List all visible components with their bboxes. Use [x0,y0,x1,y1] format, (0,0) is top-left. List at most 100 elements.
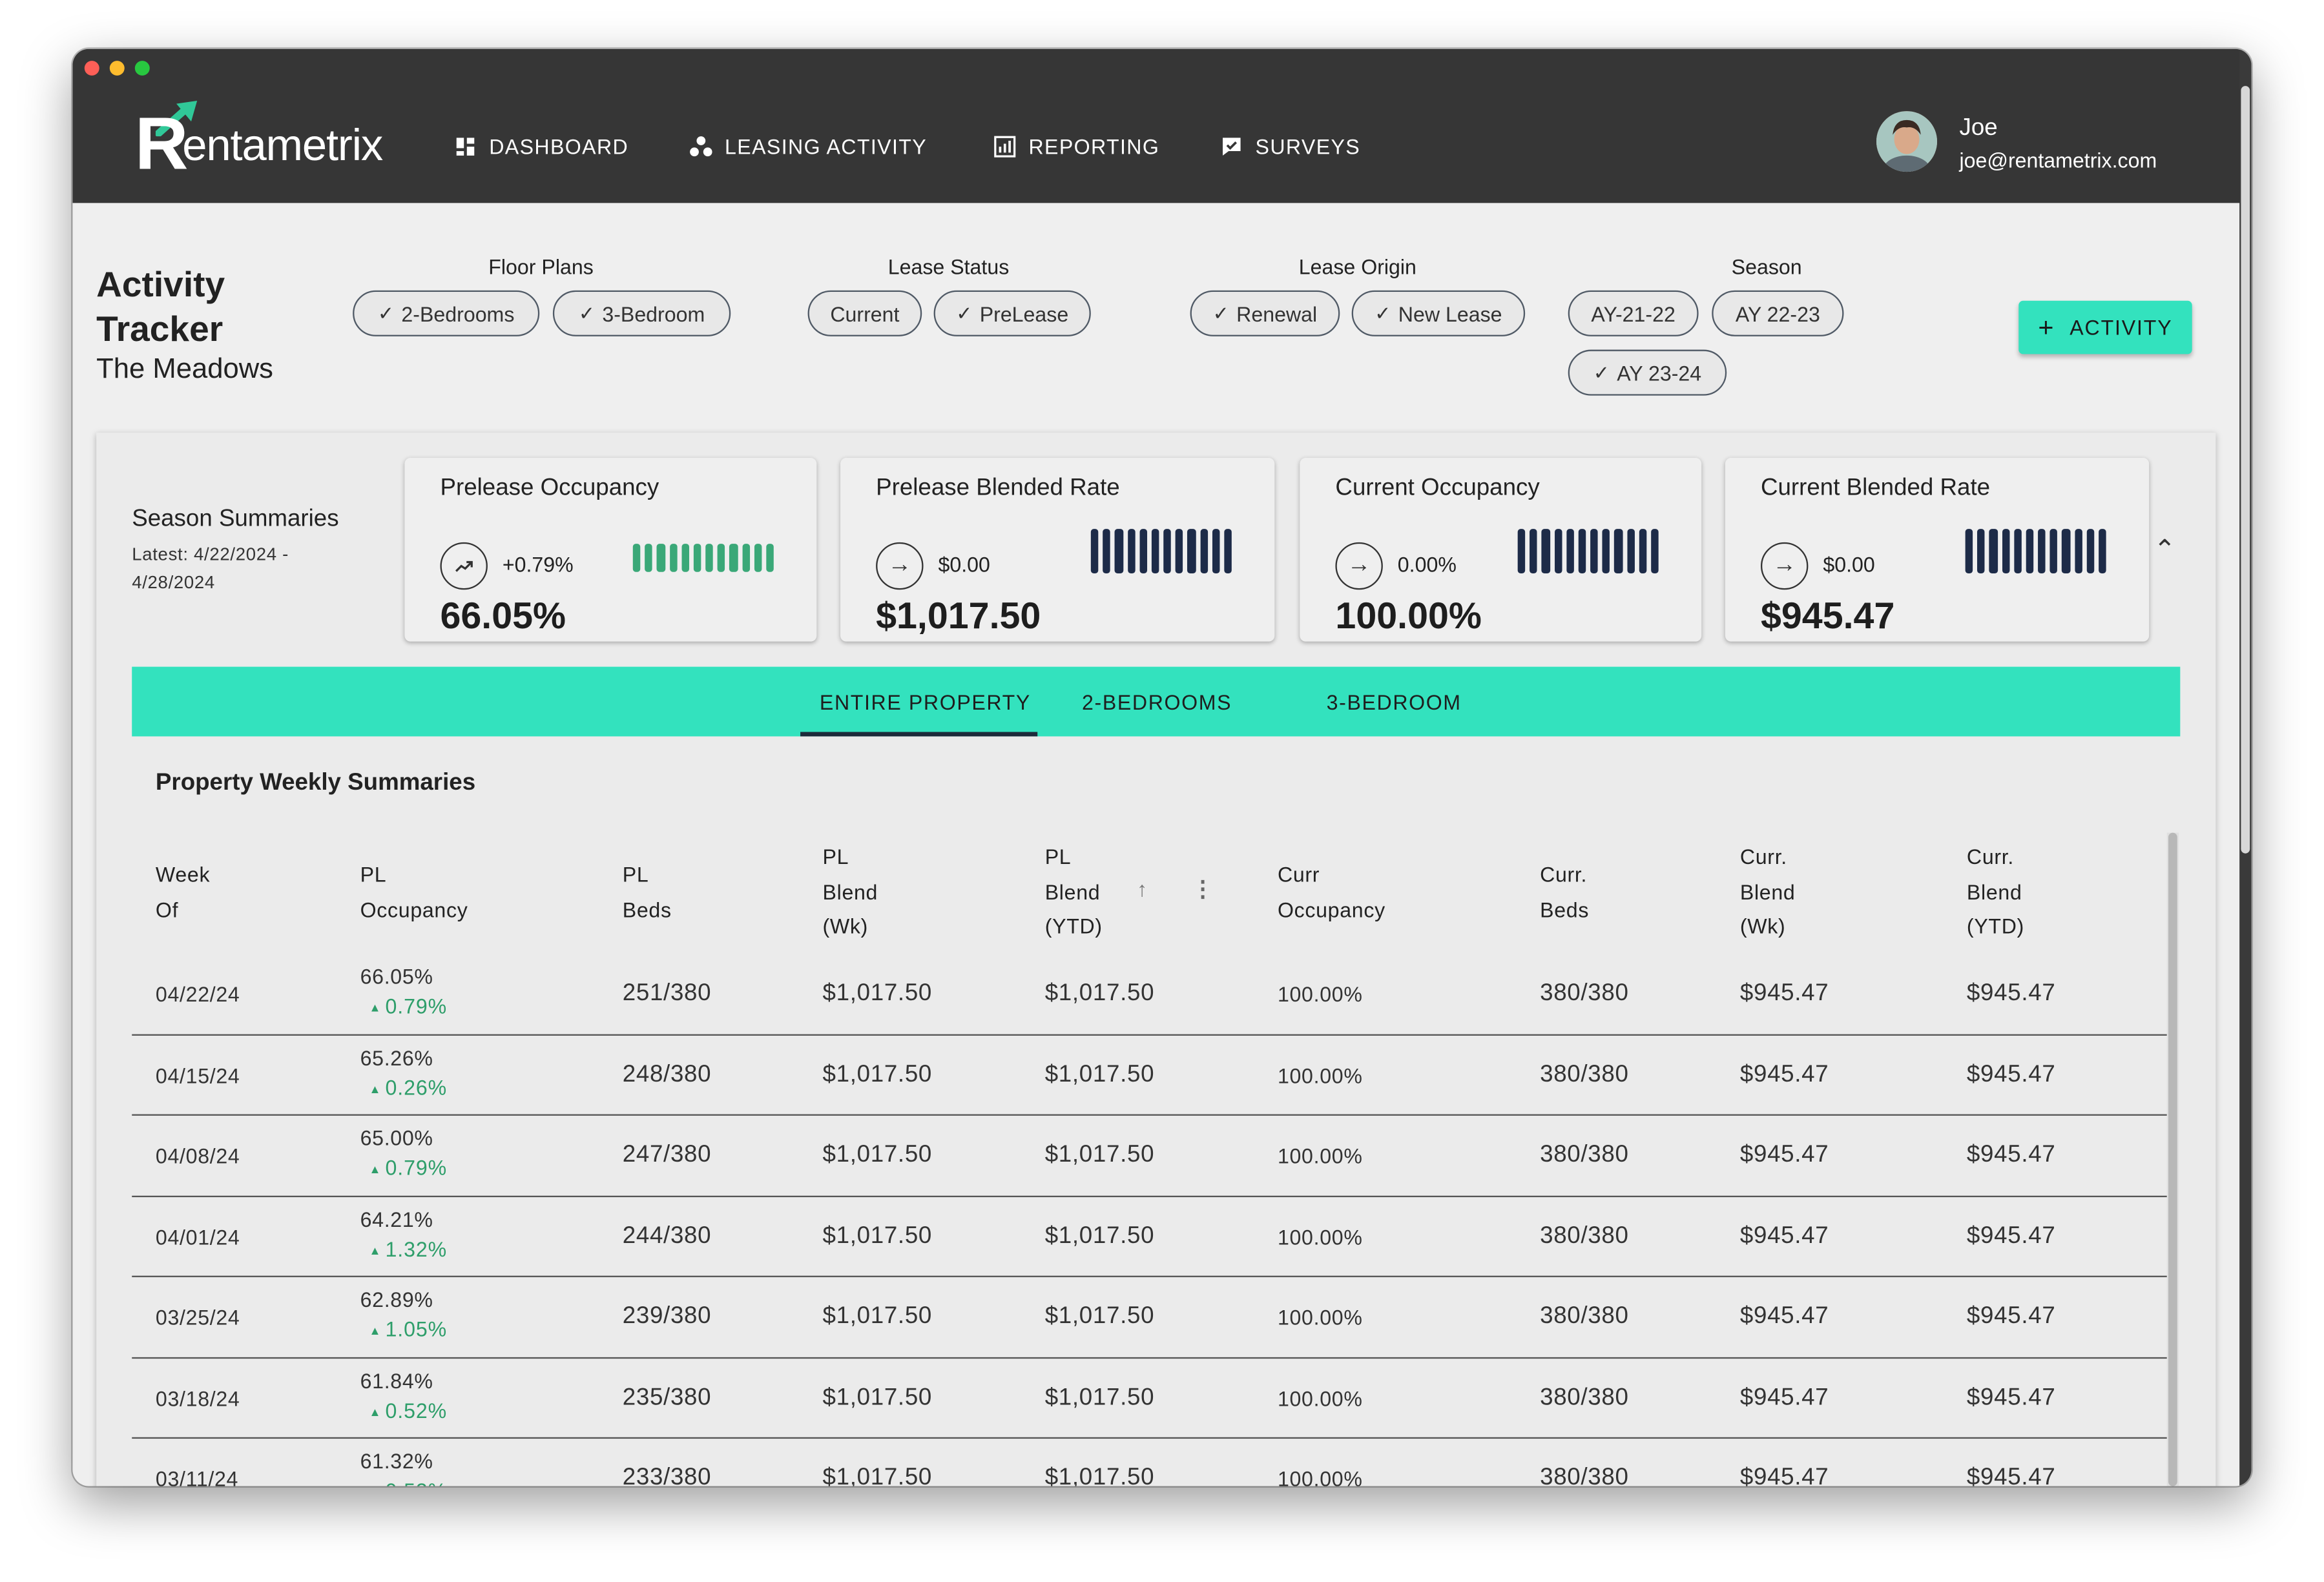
column-header-line[interactable]: PL [622,862,649,887]
column-header-line[interactable]: PL [822,844,849,868]
triangle-up-icon: ▲ [369,1001,386,1015]
curr-blend-wk-cell: $945.47 [1739,1142,1829,1168]
curr-blend-ytd-cell: $945.47 [1966,1384,2056,1410]
chip-new-lease[interactable]: ✓ New Lease [1351,290,1526,336]
table-row[interactable] [132,954,2168,1035]
column-header-line[interactable]: Occupancy [360,897,468,921]
pl-blend-ytd-cell: $1,017.50 [1044,981,1155,1007]
column-menu-icon[interactable]: ⋮ [1191,877,1214,903]
nav-leasing-activity[interactable]: LEASING ACTIVITY [689,132,927,161]
column-header-line[interactable]: Curr. [1966,844,2015,868]
chip-renewal[interactable]: ✓ Renewal [1190,290,1340,336]
curr-occ-cell: 100.00% [1277,982,1363,1007]
tab-3-bedroom[interactable]: 3-BEDROOM [1326,690,1462,714]
page-subtitle: The Meadows [96,354,273,385]
table-row[interactable] [132,1035,2168,1116]
chip-label: AY-21-22 [1591,301,1676,325]
table-row[interactable] [132,1197,2168,1277]
tab-entire-property[interactable]: ENTIRE PROPERTY [819,690,1031,714]
sparkline-bar [1977,529,1986,574]
tab-2-bedrooms[interactable]: 2-BEDROOMS [1082,690,1232,714]
plus-icon: + [2038,312,2055,342]
column-header-line[interactable]: Of [155,897,179,921]
pl-occupancy-cell: 61.84% [360,1368,433,1392]
nav-reporting[interactable]: REPORTING [993,132,1159,161]
sparkline-bar [1103,529,1111,574]
table-scrollbar-thumb[interactable] [2168,832,2177,1486]
column-header-line[interactable]: Curr. [1739,844,1787,868]
trending-up-icon [440,542,488,590]
column-header-line[interactable]: PL [360,862,387,887]
column-header-line[interactable]: Week [155,862,211,887]
chip-ay-23-24[interactable]: ✓ AY 23-24 [1568,349,1727,396]
window-zoom-button[interactable] [134,61,150,76]
card-title: Prelease Blended Rate [876,475,1120,501]
pl-beds-cell: 247/380 [622,1142,712,1168]
page-scrollbar-thumb[interactable] [2241,86,2250,854]
delta-value: 1.32% [385,1236,448,1260]
nav-surveys[interactable]: SURVEYS [1219,132,1360,161]
table-row[interactable] [132,1358,2168,1439]
pl-blend-wk-cell: $1,017.50 [822,1062,933,1087]
sparkline-bar [1223,529,1232,574]
chip-current[interactable]: Current [807,290,922,336]
curr-blend-wk-cell: $945.47 [1739,1384,1829,1410]
column-header-line[interactable]: Blend [822,879,878,903]
chip-label: 2-Bedrooms [401,301,515,325]
column-header-line[interactable]: Curr [1277,862,1320,887]
column-header-line[interactable]: (YTD) [1044,914,1103,938]
table-row[interactable] [132,1277,2168,1359]
curr-blend-ytd-cell: $945.47 [1966,981,2056,1007]
chip-ay-21-22[interactable]: AY-21-22 [1568,290,1699,336]
chip-ay-22-23[interactable]: AY 22-23 [1712,290,1844,336]
sparkline-bar [1965,529,1973,574]
app-logo[interactable]: R entametrix [135,98,402,183]
column-header-line[interactable]: Blend [1739,879,1796,903]
sparkline-bar [2098,529,2106,574]
pl-beds-cell: 239/380 [622,1304,712,1330]
add-activity-button[interactable]: + ACTIVITY [2018,300,2192,354]
user-avatar[interactable] [1876,111,1938,172]
card-value: 66.05% [440,595,566,637]
table-row[interactable] [132,1116,2168,1197]
column-header-line[interactable]: Blend [1044,879,1101,903]
pl-blend-ytd-cell: $1,017.50 [1044,1142,1155,1168]
logo-initial: R [134,102,189,185]
nav-dashboard[interactable]: DASHBOARD [453,132,628,161]
card-title: Current Blended Rate [1760,475,1991,501]
pl-blend-wk-cell: $1,017.50 [822,981,933,1007]
people-icon [690,136,712,157]
collapse-chevron-up-icon[interactable]: ⌃ [2153,535,2176,565]
column-header-line[interactable]: Beds [622,897,672,921]
card-title: Current Occupancy [1335,475,1540,501]
chip-label: AY 23-24 [1617,360,1702,385]
column-header-line[interactable]: (YTD) [1966,914,2025,938]
pl-occupancy-delta: ▲ 1.05% [369,1317,447,1341]
column-header-line[interactable]: Curr. [1540,862,1588,887]
delta-value: 0.79% [385,994,448,1018]
sparkline-bar [717,544,726,572]
sort-arrow-up-icon[interactable]: ↑ [1136,877,1148,901]
column-header-line[interactable]: Blend [1966,879,2022,903]
card-title: Prelease Occupancy [440,475,659,501]
floorplan-tabs: ENTIRE PROPERTY 2-BEDROOMS 3-BEDROOM [132,666,2181,737]
curr-occ-cell: 100.00% [1277,1063,1363,1087]
chip-2-bedrooms[interactable]: ✓ 2-Bedrooms [353,290,540,336]
chip-label: Current [830,301,900,325]
delta-value: 0.79% [385,1155,448,1180]
week-cell: 03/18/24 [155,1386,240,1410]
column-header-line[interactable]: Beds [1540,897,1590,921]
sparkline-bar [1530,529,1538,574]
pl-occupancy-delta: ▲ 0.79% [369,1156,447,1180]
column-header-line[interactable]: (Wk) [822,914,869,938]
window-minimize-button[interactable] [109,61,125,76]
column-header-line[interactable]: (Wk) [1739,914,1786,938]
chip-prelease[interactable]: ✓ PreLease [933,290,1091,336]
sparkline-bar [2001,529,2010,574]
chip-3-bedroom[interactable]: ✓ 3-Bedroom [552,290,731,336]
column-header-line[interactable]: Occupancy [1277,897,1385,921]
window-close-button[interactable] [84,61,99,76]
curr-blend-wk-cell: $945.47 [1739,1304,1829,1330]
sparkline-bar [693,544,701,572]
column-header-line[interactable]: PL [1044,844,1072,868]
